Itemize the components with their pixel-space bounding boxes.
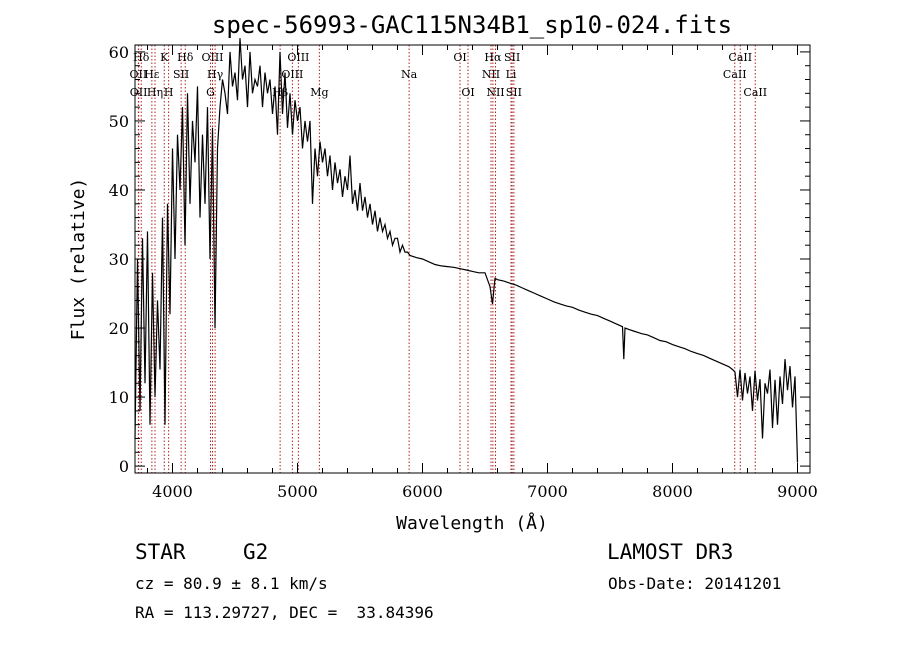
subclass: G2	[243, 540, 269, 564]
line-label-sii: SII	[504, 51, 520, 64]
y-tick-label: 50	[109, 112, 129, 131]
line-label-caii: CaII	[728, 51, 752, 64]
line-label-oiii: OIII	[281, 68, 303, 81]
line-label-k: K	[160, 51, 169, 64]
line-label-sii: SII	[173, 68, 189, 81]
ra-dec-coordinates: RA = 113.29727, DEC = 33.84396	[135, 603, 434, 622]
line-label-nii: NII	[482, 68, 500, 81]
line-label-sii: SII	[506, 86, 522, 99]
chart-title: spec-56993-GAC115N34B1_sp10-024.fits	[212, 11, 732, 39]
x-tick-label: 4000	[152, 482, 193, 501]
x-tick-label: 7000	[527, 482, 568, 501]
x-axis-ticks: 4000 5000 6000 7000 8000 9000	[147, 45, 818, 501]
y-tick-label: 30	[109, 250, 129, 269]
x-tick-label: 8000	[652, 482, 693, 501]
line-label-oi: OI	[453, 51, 466, 64]
y-axis-ticks: 0 10 20 30 40 50 60	[109, 43, 810, 476]
line-label-hδ: Hδ	[133, 51, 150, 64]
x-tick-label: 5000	[277, 482, 318, 501]
line-label-hδ: Hδ	[177, 51, 194, 64]
y-tick-label: 60	[109, 43, 129, 62]
x-tick-label: 6000	[402, 482, 443, 501]
line-label-oiii: OIII	[287, 51, 309, 64]
line-label-oi: OI	[461, 86, 474, 99]
emission-line-markers	[137, 45, 756, 473]
line-label-hγ: Hγ	[207, 68, 224, 81]
line-label-hη: Hη	[147, 86, 163, 99]
emission-line-labels: HδOIIOIIHεHηKHSIIHδGOIIIHγHβOIIIOIIIMgNa…	[130, 51, 768, 99]
line-label-li: Li	[506, 68, 517, 81]
line-label-oii: OII	[130, 86, 148, 99]
line-label-h: H	[164, 86, 174, 99]
line-label-mg: Mg	[310, 86, 328, 99]
y-tick-label: 0	[119, 457, 129, 476]
line-label-caii: CaII	[743, 86, 767, 99]
x-axis-label: Wavelength (Å)	[396, 512, 548, 534]
y-tick-label: 40	[109, 181, 129, 200]
x-tick-label: 9000	[777, 482, 818, 501]
line-label-oii: OII	[130, 68, 148, 81]
survey-name: LAMOST DR3	[607, 540, 734, 564]
y-axis-label: Flux (relative)	[68, 178, 89, 341]
line-label-hε: Hε	[144, 68, 160, 81]
plot-frame	[134, 44, 811, 474]
y-tick-label: 20	[109, 319, 129, 338]
y-tick-label: 10	[109, 388, 129, 407]
observation-date: Obs-Date: 20141201	[608, 574, 782, 593]
object-type: STAR	[135, 540, 186, 564]
line-label-na: Na	[401, 68, 418, 81]
line-label-g: G	[206, 86, 215, 99]
line-label-caii: CaII	[723, 68, 747, 81]
redshift-velocity: cz = 80.9 ± 8.1 km/s	[135, 574, 328, 593]
line-label-oiii: OIII	[201, 51, 223, 64]
line-label-nii: NII	[486, 86, 504, 99]
spectrum-line	[134, 38, 799, 463]
line-label-hα: Hα	[484, 51, 502, 64]
